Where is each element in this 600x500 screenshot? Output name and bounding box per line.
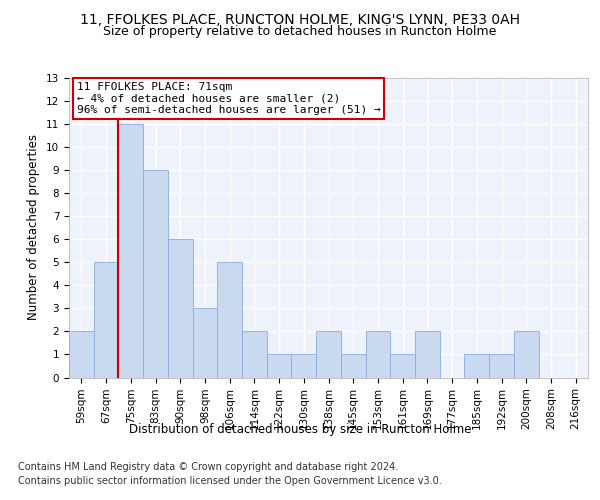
Bar bbox=[143, 170, 168, 378]
Text: Contains public sector information licensed under the Open Government Licence v3: Contains public sector information licen… bbox=[18, 476, 442, 486]
Y-axis label: Number of detached properties: Number of detached properties bbox=[28, 134, 40, 320]
Text: 11 FFOLKES PLACE: 71sqm
← 4% of detached houses are smaller (2)
96% of semi-deta: 11 FFOLKES PLACE: 71sqm ← 4% of detached… bbox=[77, 82, 380, 115]
Text: Size of property relative to detached houses in Runcton Holme: Size of property relative to detached ho… bbox=[103, 25, 497, 38]
Bar bbox=[69, 332, 94, 378]
Bar bbox=[168, 239, 193, 378]
Bar bbox=[267, 354, 292, 378]
Text: Contains HM Land Registry data © Crown copyright and database right 2024.: Contains HM Land Registry data © Crown c… bbox=[18, 462, 398, 472]
Bar bbox=[292, 354, 316, 378]
Text: Distribution of detached houses by size in Runcton Holme: Distribution of detached houses by size … bbox=[129, 422, 471, 436]
Bar bbox=[217, 262, 242, 378]
Bar bbox=[341, 354, 365, 378]
Bar bbox=[390, 354, 415, 378]
Bar bbox=[464, 354, 489, 378]
Bar bbox=[94, 262, 118, 378]
Bar bbox=[193, 308, 217, 378]
Bar bbox=[365, 332, 390, 378]
Bar bbox=[118, 124, 143, 378]
Bar bbox=[489, 354, 514, 378]
Bar bbox=[514, 332, 539, 378]
Text: 11, FFOLKES PLACE, RUNCTON HOLME, KING'S LYNN, PE33 0AH: 11, FFOLKES PLACE, RUNCTON HOLME, KING'S… bbox=[80, 12, 520, 26]
Bar bbox=[242, 332, 267, 378]
Bar bbox=[316, 332, 341, 378]
Bar bbox=[415, 332, 440, 378]
